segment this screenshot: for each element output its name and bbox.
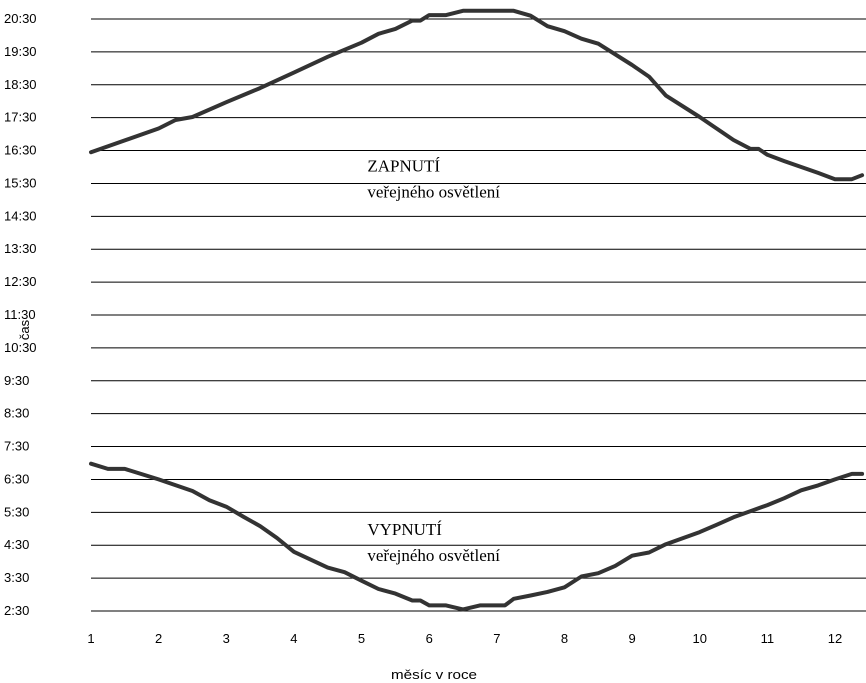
series-line-1 [89,8,865,182]
y-tick-label: 13:30 [4,241,37,256]
x-tick-label: 5 [358,631,365,646]
x-tick-labels: 1 2 3 4 5 6 7 8 9 10 11 12 [87,631,842,646]
x-tick-label: 10 [692,631,706,646]
gridlines [91,18,866,612]
y-axis-title: čas [17,319,32,340]
y-tick-label: 10:30 [4,340,37,355]
annotation: veřejného osvětlení [367,183,500,202]
annotations: ZAPNUTÍ veřejného osvětlení VYPNUTÍ veřejné… [367,156,500,565]
y-tick-label: 14:30 [4,208,37,223]
y-tick-label: 9:30 [4,373,29,388]
y-tick-label: 18:30 [4,77,37,92]
y-tick-label: 20:30 [4,11,37,26]
y-tick-label: 11:30 [4,307,36,322]
annotation: VYPNUTÍ [367,520,442,539]
y-tick-label: 6:30 [4,471,29,486]
y-tick-label: 3:30 [4,570,29,585]
y-tick-labels: 2:30 3:30 4:30 5:30 6:30 7:30 8:30 9:30 10:30 11:… [4,11,37,618]
y-tick-label: 7:30 [4,439,29,454]
annotation: veřejného osvětlení [367,546,500,565]
y-tick-label: 8:30 [4,406,29,421]
y-tick-label: 4:30 [4,537,29,552]
y-tick-label: 17:30 [4,110,37,125]
x-tick-label: 7 [493,631,500,646]
y-tick-label: 16:30 [4,143,37,158]
x-tick-label: 4 [290,631,297,646]
y-tick-label: 5:30 [4,504,29,519]
x-axis-title: měsíc v roce [391,667,477,682]
y-tick-label: 19:30 [4,44,37,59]
x-tick-label: 3 [223,631,230,646]
y-tick-label: 12:30 [4,274,37,289]
x-tick-label: 11 [761,631,775,646]
x-tick-label: 1 [87,631,94,646]
annotation: ZAPNUTÍ [367,156,440,175]
x-tick-label: 9 [628,631,635,646]
x-tick-label: 12 [828,631,842,646]
x-tick-label: 2 [155,631,162,646]
x-tick-label: 8 [561,631,568,646]
series-lines [89,8,865,612]
series-line-2 [89,461,865,612]
x-tick-label: 6 [426,631,433,646]
y-tick-label: 15:30 [4,175,37,190]
y-tick-label: 2:30 [4,603,29,618]
